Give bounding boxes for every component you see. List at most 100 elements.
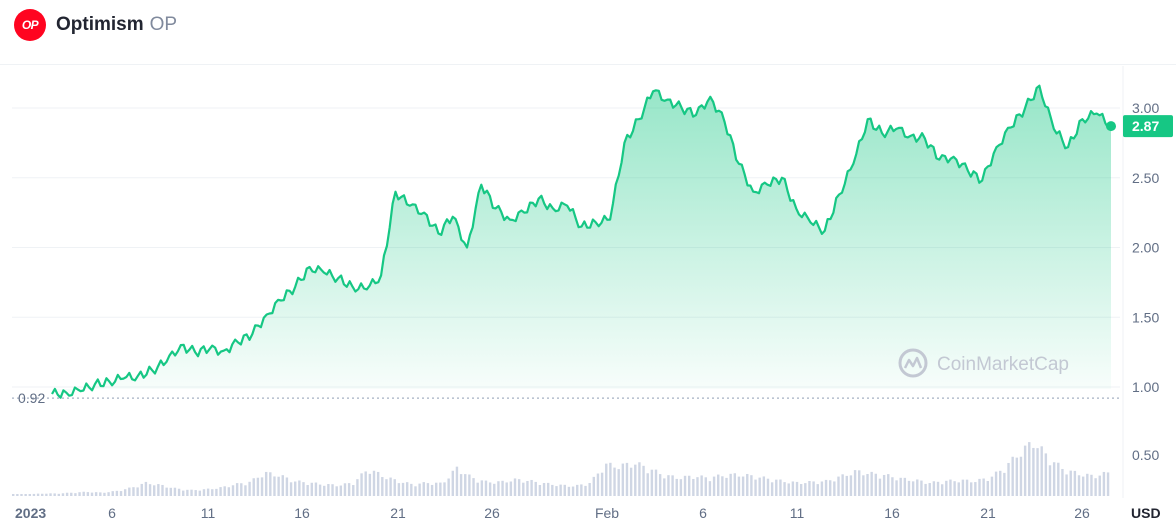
coinmarketcap-logo-mark bbox=[903, 356, 923, 369]
volume-bar bbox=[849, 475, 853, 496]
volume-bar bbox=[605, 463, 608, 496]
volume-bar bbox=[194, 490, 197, 496]
volume-bar bbox=[1032, 447, 1035, 496]
volume-bar bbox=[443, 482, 446, 496]
volume-bar bbox=[687, 475, 691, 496]
volume-bar bbox=[57, 493, 61, 496]
volume-bar bbox=[215, 488, 218, 496]
y-tick-label: 2.50 bbox=[1132, 170, 1159, 186]
volume-bar bbox=[82, 491, 85, 496]
volume-bar bbox=[783, 482, 786, 496]
volume-bar bbox=[866, 474, 869, 496]
volume-bar bbox=[812, 481, 815, 496]
volume-bar bbox=[986, 481, 989, 496]
volume-bar bbox=[405, 482, 409, 496]
volume-bar bbox=[658, 474, 662, 496]
volume-bar bbox=[588, 482, 591, 496]
x-tick-label: Feb bbox=[595, 505, 619, 521]
volume-bar bbox=[799, 484, 803, 496]
volume-bar bbox=[364, 471, 367, 496]
volume-bar bbox=[638, 462, 641, 496]
volume-bar bbox=[596, 473, 600, 496]
volume-bar bbox=[153, 485, 156, 496]
volume-bar bbox=[1081, 476, 1085, 496]
y-tick-label: 1.00 bbox=[1132, 379, 1159, 395]
volume-bar bbox=[692, 478, 695, 496]
volume-bar bbox=[795, 481, 799, 496]
volume-bar bbox=[770, 482, 774, 496]
x-tick-label: 11 bbox=[790, 505, 805, 521]
volume-bar bbox=[277, 476, 280, 496]
volume-bar bbox=[833, 481, 836, 496]
volume-bar bbox=[567, 486, 571, 496]
volume-bar bbox=[982, 478, 985, 496]
volume-bar bbox=[634, 464, 637, 496]
volume-bar bbox=[61, 493, 65, 496]
volume-bar bbox=[928, 483, 931, 496]
volume-bar bbox=[1040, 446, 1043, 496]
volume-bar bbox=[1048, 465, 1052, 496]
volume-bar bbox=[1086, 473, 1089, 496]
volume-bar bbox=[563, 484, 566, 496]
volume-bar bbox=[559, 484, 562, 496]
volume-bar bbox=[206, 488, 210, 496]
x-tick-label: 6 bbox=[108, 505, 116, 521]
volume-bar bbox=[418, 483, 421, 496]
volume-bar bbox=[733, 473, 737, 496]
volume-bar bbox=[36, 493, 40, 496]
volume-bar bbox=[513, 478, 517, 496]
volume-bar bbox=[132, 487, 135, 496]
volume-bar bbox=[1102, 471, 1106, 496]
volume-bar bbox=[339, 485, 343, 496]
volume-bar bbox=[447, 478, 450, 496]
volume-bar bbox=[625, 462, 629, 496]
volume-bar bbox=[704, 477, 707, 496]
volume-bar bbox=[629, 467, 633, 496]
volume-bar bbox=[298, 480, 301, 496]
volume-bar bbox=[613, 467, 616, 496]
volume-bar bbox=[16, 494, 19, 496]
volume-bar bbox=[737, 476, 741, 496]
volume-bar bbox=[1065, 474, 1068, 496]
min-price-label: 0.92 bbox=[18, 390, 45, 406]
volume-bar bbox=[1036, 448, 1039, 496]
volume-bar bbox=[173, 487, 177, 496]
volume-bar bbox=[24, 494, 27, 496]
volume-bar bbox=[646, 473, 649, 496]
volume-bar bbox=[32, 493, 36, 496]
volume-bar bbox=[675, 478, 678, 496]
volume-bar bbox=[870, 471, 873, 496]
volume-bar bbox=[1073, 470, 1077, 496]
volume-bar bbox=[1077, 475, 1081, 496]
header-divider bbox=[0, 64, 1176, 65]
volume-bar bbox=[414, 486, 417, 496]
volume-bar bbox=[376, 471, 380, 496]
x-tick-label: 6 bbox=[699, 505, 707, 521]
volume-bar bbox=[1007, 462, 1010, 496]
volume-bar bbox=[932, 481, 936, 496]
volume-bar bbox=[459, 474, 463, 496]
volume-bar bbox=[862, 475, 865, 496]
x-tick-label: 2023 bbox=[15, 505, 46, 521]
volume-bar bbox=[779, 479, 782, 496]
volume-bar bbox=[621, 463, 625, 496]
volume-bar bbox=[1044, 453, 1048, 496]
volume-bar bbox=[841, 474, 844, 496]
volume-bar bbox=[70, 492, 73, 496]
volume-bar bbox=[679, 479, 683, 496]
volume-bar bbox=[671, 475, 674, 496]
volume-bar bbox=[978, 478, 981, 496]
volume-bar bbox=[551, 484, 554, 496]
current-price-tag bbox=[1123, 115, 1173, 138]
volume-bar bbox=[219, 487, 222, 496]
watermark-text: CoinMarketCap bbox=[937, 354, 1069, 375]
volume-bar bbox=[530, 479, 533, 496]
volume-bar bbox=[123, 489, 127, 496]
volume-bar bbox=[240, 483, 243, 496]
volume-bar bbox=[721, 476, 724, 496]
volume-bar bbox=[576, 484, 579, 496]
volume-bar bbox=[49, 493, 52, 496]
volume-bar bbox=[169, 487, 172, 496]
volume-bar bbox=[480, 480, 484, 496]
